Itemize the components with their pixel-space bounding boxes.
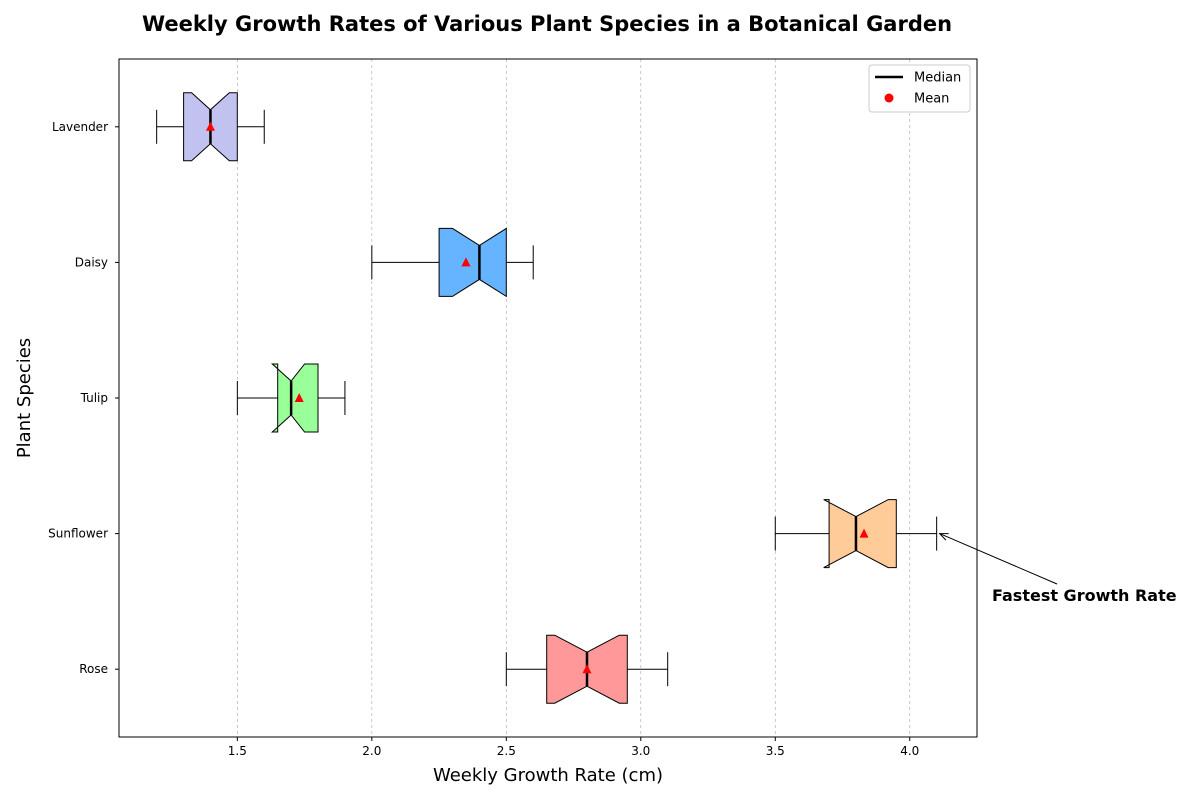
mean-marker [205, 121, 215, 131]
mean-marker [582, 664, 592, 674]
x-axis-title: Weekly Growth Rate (cm) [433, 765, 663, 786]
legend-label: Median [914, 71, 961, 86]
box-sunflower [774, 499, 938, 569]
y-axis-title: Plant Species [14, 338, 35, 458]
y-tick-label: Tulip [80, 391, 108, 405]
x-tick-label: 1.5 [228, 744, 247, 758]
annotation-fastest-growth: Fastest Growth Rate [938, 533, 1177, 605]
x-tick-label: 2.0 [362, 744, 381, 758]
x-tick-label: 3.5 [766, 744, 785, 758]
box-tulip [236, 363, 346, 433]
box-body [271, 363, 319, 433]
box-body [438, 227, 507, 298]
box-daisy [371, 227, 534, 298]
x-tick-label: 4.0 [900, 744, 919, 758]
annotation-label: Fastest Growth Rate [992, 586, 1177, 605]
annotation-arrow [939, 533, 1058, 585]
mean-marker [461, 257, 471, 267]
legend-label: Mean [914, 92, 949, 107]
y-tick-label: Sunflower [48, 527, 108, 541]
y-tick-label: Lavender [52, 120, 108, 134]
box-lavender [156, 92, 265, 162]
x-tick-label: 2.5 [497, 744, 516, 758]
x-axis-ticks: 1.5 2.0 2.5 3.0 3.5 4.0 [228, 737, 919, 758]
y-tick-label: Daisy [75, 255, 108, 269]
annotations-layer: Fastest Growth Rate [938, 533, 1177, 605]
legend: Median Mean [868, 64, 971, 113]
box-rose [505, 634, 669, 704]
box-body [823, 499, 897, 569]
chart-title: Weekly Growth Rates of Various Plant Spe… [142, 12, 952, 36]
x-tick-label: 3.0 [631, 744, 650, 758]
boxes-layer [156, 92, 938, 704]
grid-lines [236, 59, 911, 737]
mean-marker [294, 393, 304, 402]
legend-mean-swatch [884, 93, 894, 103]
y-tick-label: Rose [79, 662, 108, 676]
y-axis-ticks: Rose Sunflower Tulip Daisy Lavender [48, 120, 119, 676]
annotation-arrowhead [938, 533, 949, 541]
mean-marker [859, 528, 869, 538]
